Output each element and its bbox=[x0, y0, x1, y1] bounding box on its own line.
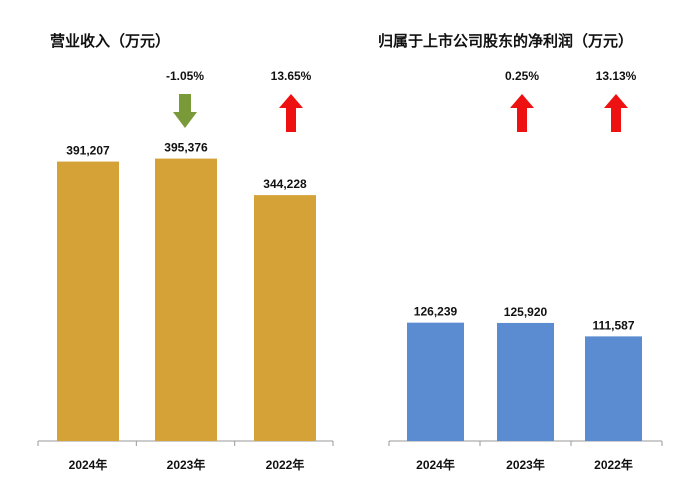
revenue-value-label-2: 395,376 bbox=[164, 141, 208, 155]
net-profit-bar-1 bbox=[407, 322, 464, 441]
revenue-down-arrow-icon bbox=[173, 94, 197, 128]
net-profit-change-label-2: 13.13% bbox=[596, 69, 637, 83]
revenue-chart-title: 营业收入（万元） bbox=[50, 33, 171, 50]
revenue-category-label-2: 2023年 bbox=[167, 457, 206, 472]
revenue-change-label-1: -1.05% bbox=[166, 69, 204, 83]
revenue-category-label-1: 2024年 bbox=[69, 457, 108, 472]
net-profit-value-label-3: 111,587 bbox=[592, 318, 634, 332]
revenue-change-label-2: 13.65% bbox=[271, 69, 312, 83]
revenue-value-label-1: 391,207 bbox=[66, 144, 110, 158]
revenue-bar-1 bbox=[57, 161, 119, 442]
revenue-bar-3 bbox=[254, 195, 316, 441]
net-profit-category-label-2: 2023年 bbox=[506, 457, 545, 472]
net-profit-up-arrow-icon bbox=[604, 94, 628, 132]
net-profit-bar-3 bbox=[585, 336, 642, 441]
net-profit-up-arrow-icon bbox=[510, 94, 534, 132]
net-profit-category-label-1: 2024年 bbox=[416, 457, 455, 472]
net-profit-value-label-1: 126,239 bbox=[414, 305, 458, 319]
net-profit-category-label-3: 2022年 bbox=[594, 457, 633, 472]
revenue-category-label-3: 2022年 bbox=[266, 457, 305, 472]
revenue-bar-2 bbox=[155, 158, 217, 442]
revenue-value-label-3: 344,228 bbox=[263, 177, 307, 191]
net-profit-chart-title: 归属于上市公司股东的净利润（万元） bbox=[378, 33, 634, 50]
revenue-up-arrow-icon bbox=[279, 94, 303, 132]
net-profit-bar-2 bbox=[497, 322, 554, 441]
net-profit-value-label-2: 125,920 bbox=[504, 305, 548, 319]
net-profit-change-label-1: 0.25% bbox=[505, 69, 539, 83]
